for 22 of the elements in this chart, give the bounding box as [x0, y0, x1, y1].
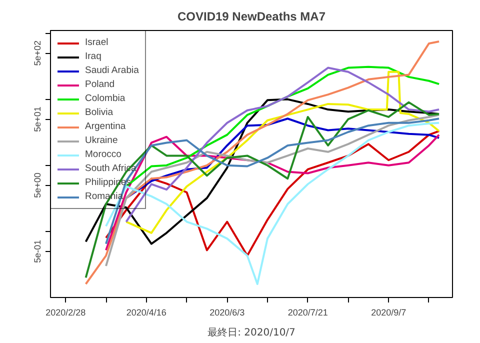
line-series — [84, 101, 440, 279]
y-tick-label: 5e+00 — [32, 172, 42, 198]
legend-label: Saudi Arabia — [85, 65, 139, 76]
x-tick-label: 2020/4/16 — [126, 308, 166, 318]
text: 最終日: 2020/10/7 — [208, 326, 296, 338]
legend-label: Colombia — [85, 93, 126, 104]
x-tick-label: 2020/7/21 — [288, 308, 328, 318]
x-tick-label: 2020/9/7 — [371, 308, 406, 318]
x-tick-label: 2020/6/3 — [210, 308, 245, 318]
y-tick-label: 5e-01 — [32, 240, 42, 263]
legend-label: Morocco — [85, 149, 122, 160]
legend-label: Israel — [85, 37, 108, 48]
legend-label: Ukraine — [85, 135, 118, 146]
x-tick-label: 2020/2/28 — [46, 308, 86, 318]
legend-label: Poland — [85, 79, 115, 90]
legend-label: Argentina — [85, 121, 126, 132]
legend-label: Iraq — [85, 51, 102, 62]
y-tick-label: 5e+02 — [32, 40, 42, 66]
chart-title: COVID19 NewDeaths MA7 — [177, 10, 326, 24]
y-tick-label: 5e+01 — [32, 106, 42, 132]
legend-label: Bolivia — [85, 107, 113, 118]
line-series — [84, 40, 440, 286]
